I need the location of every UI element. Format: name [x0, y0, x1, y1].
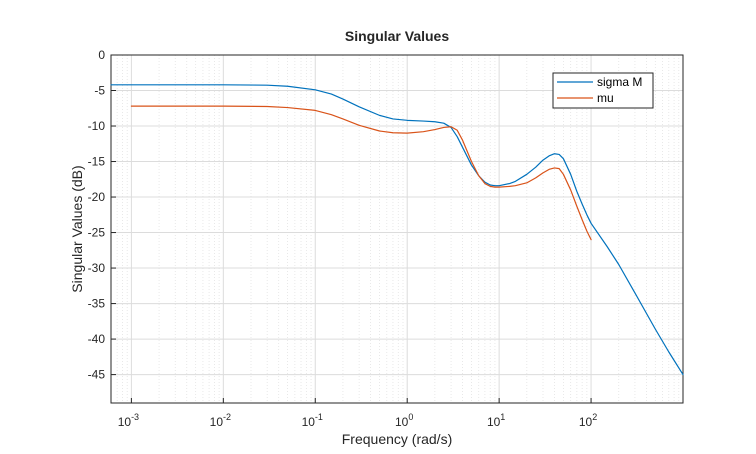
series-layer [110, 84, 684, 376]
major-grid [111, 55, 683, 403]
y-tick-label: -15 [88, 155, 106, 169]
y-tick-label: -5 [94, 84, 105, 98]
y-tick-label: 0 [98, 48, 105, 62]
legend-label-sigma-m: sigma M [597, 75, 642, 89]
x-axis-label: Frequency (rad/s) [342, 431, 452, 447]
x-tick-label: 101 [487, 412, 505, 429]
series-line-sigma-m [110, 84, 684, 376]
y-tick-label: -45 [88, 368, 106, 382]
x-tick-label: 10-2 [210, 412, 231, 429]
legend: sigma M mu [552, 72, 654, 109]
legend-label-mu: mu [597, 91, 614, 105]
y-tick-label: -35 [88, 297, 106, 311]
x-tick-label: 10-3 [118, 412, 139, 429]
y-tick-label: -10 [88, 119, 106, 133]
y-tick-label: -30 [88, 261, 106, 275]
x-tick-label: 100 [395, 412, 413, 429]
y-tick-label: -40 [88, 332, 106, 346]
series-line-mu [130, 105, 592, 241]
y-tick-label: -20 [88, 190, 106, 204]
minor-grid [110, 55, 680, 403]
legend-box [552, 72, 654, 109]
x-tick-label: 102 [579, 412, 597, 429]
chart-title: Singular Values [345, 28, 449, 44]
y-tick-label: -25 [88, 226, 106, 240]
y-axis-label: Singular Values (dB) [69, 165, 85, 292]
x-tick-label: 10-1 [302, 412, 323, 429]
y-axis-ticks: 0 -5 -10 -15 -20 -25 -30 -35 -40 -45 [88, 48, 116, 382]
plot-area-border [110, 54, 684, 404]
x-axis-ticks: 10-3 10-2 10-1 100 101 102 [118, 398, 597, 429]
